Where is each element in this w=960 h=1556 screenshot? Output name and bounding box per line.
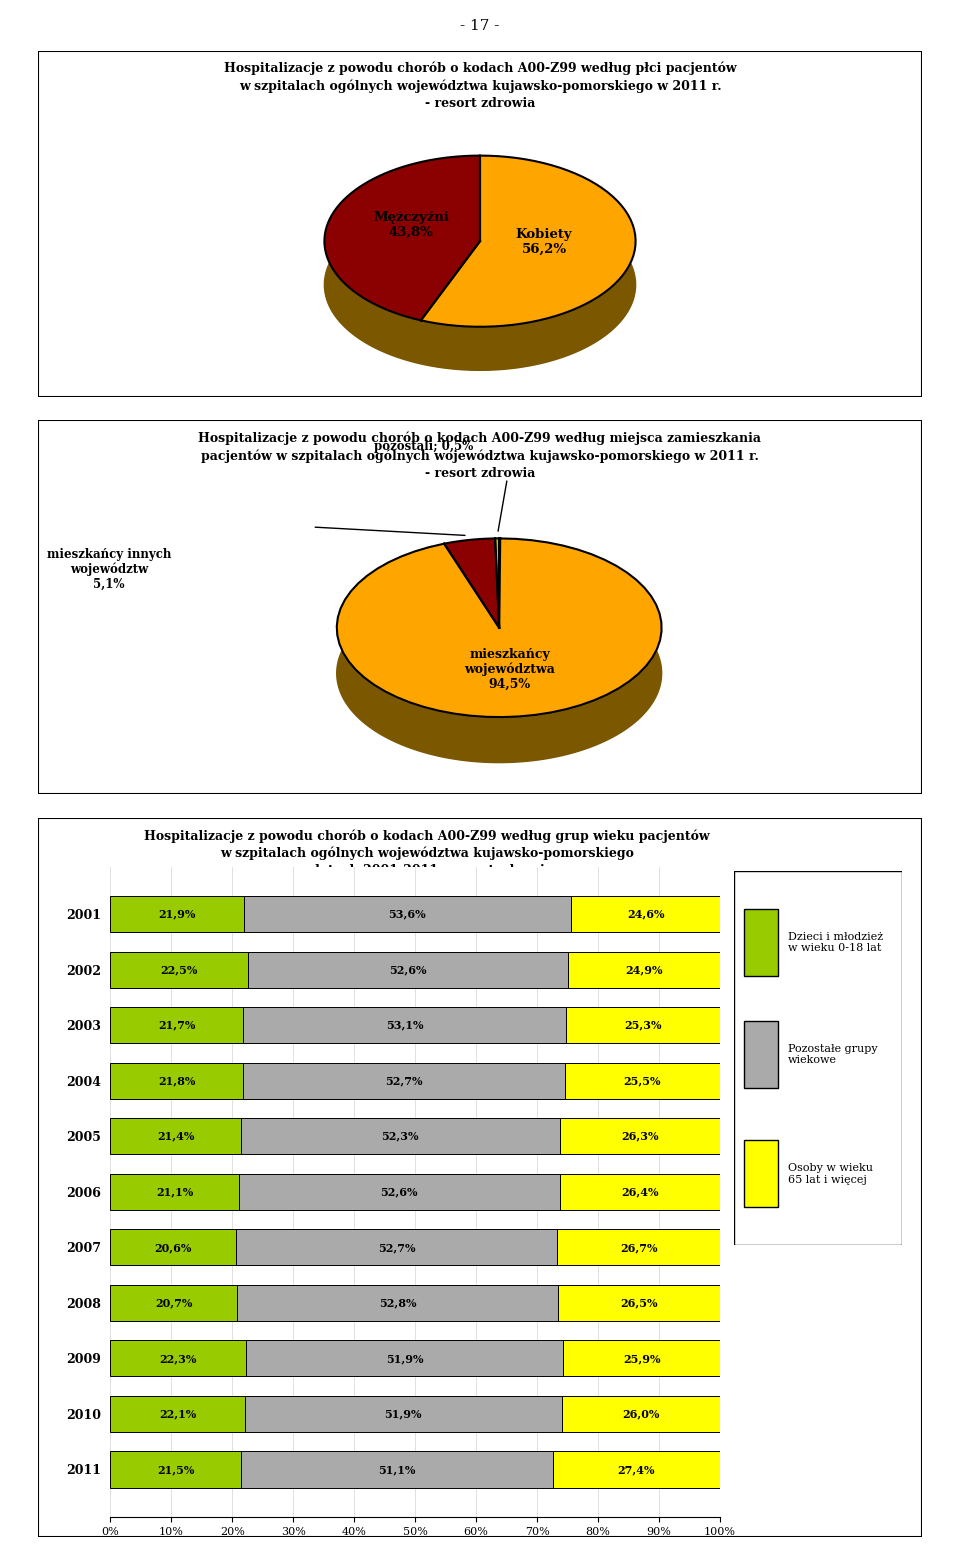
Bar bbox=[110, 1173, 239, 1211]
Bar bbox=[553, 1452, 720, 1488]
Text: Hospitalizacje z powodu chorób o kodach A00-Z99 według miejsca zamieszkania
pacj: Hospitalizacje z powodu chorób o kodach … bbox=[199, 431, 761, 479]
Text: 51,1%: 51,1% bbox=[378, 1464, 416, 1475]
Bar bbox=[110, 1452, 242, 1488]
Bar bbox=[560, 1173, 721, 1211]
Bar bbox=[566, 1007, 721, 1044]
Text: Dzieci i młodzież
w wieku 0-18 lat: Dzieci i młodzież w wieku 0-18 lat bbox=[788, 932, 883, 954]
Bar bbox=[557, 1229, 720, 1265]
Text: 53,6%: 53,6% bbox=[389, 909, 426, 920]
Bar bbox=[745, 909, 778, 976]
Bar bbox=[110, 1063, 243, 1099]
Text: 51,9%: 51,9% bbox=[386, 1354, 423, 1365]
Text: 52,6%: 52,6% bbox=[380, 1186, 419, 1198]
Bar bbox=[239, 1173, 560, 1211]
Polygon shape bbox=[337, 538, 661, 762]
Text: Osoby w wieku
65 lat i więcej: Osoby w wieku 65 lat i więcej bbox=[788, 1162, 874, 1184]
Text: 52,8%: 52,8% bbox=[379, 1298, 417, 1309]
Text: 21,9%: 21,9% bbox=[158, 909, 196, 920]
Polygon shape bbox=[444, 538, 499, 627]
Polygon shape bbox=[324, 156, 480, 321]
Bar bbox=[236, 1229, 557, 1265]
Text: 25,5%: 25,5% bbox=[624, 1075, 661, 1086]
Bar bbox=[247, 1340, 563, 1377]
Bar bbox=[110, 1229, 236, 1265]
Bar bbox=[570, 896, 721, 932]
Bar bbox=[559, 1285, 720, 1321]
Text: 21,1%: 21,1% bbox=[156, 1186, 193, 1198]
Text: 52,3%: 52,3% bbox=[381, 1131, 419, 1142]
Text: mieszkańcy innych
województw
5,1%: mieszkańcy innych województw 5,1% bbox=[47, 548, 171, 591]
Text: 22,1%: 22,1% bbox=[159, 1408, 197, 1419]
Polygon shape bbox=[495, 538, 500, 584]
Text: Mężczyźni
43,8%: Mężczyźni 43,8% bbox=[373, 212, 449, 240]
Text: 26,5%: 26,5% bbox=[620, 1298, 658, 1309]
Polygon shape bbox=[444, 538, 495, 590]
Text: mieszkańcy
województwa
94,5%: mieszkańcy województwa 94,5% bbox=[465, 647, 555, 691]
Text: 24,9%: 24,9% bbox=[625, 965, 662, 976]
Bar bbox=[562, 1396, 720, 1432]
Text: 20,6%: 20,6% bbox=[155, 1242, 192, 1253]
Bar bbox=[243, 1063, 564, 1099]
Bar bbox=[564, 1063, 720, 1099]
Text: 21,7%: 21,7% bbox=[157, 1019, 195, 1030]
Bar bbox=[560, 1119, 720, 1155]
Bar bbox=[241, 1119, 560, 1155]
Text: 26,3%: 26,3% bbox=[621, 1131, 659, 1142]
Text: 25,9%: 25,9% bbox=[623, 1354, 660, 1365]
Text: 52,7%: 52,7% bbox=[385, 1075, 422, 1086]
Text: 53,1%: 53,1% bbox=[386, 1019, 423, 1030]
Text: Kobiety
56,2%: Kobiety 56,2% bbox=[516, 227, 572, 255]
Bar bbox=[568, 952, 720, 988]
Polygon shape bbox=[324, 156, 480, 364]
Text: 27,4%: 27,4% bbox=[617, 1464, 656, 1475]
Text: 52,7%: 52,7% bbox=[378, 1242, 416, 1253]
Bar bbox=[563, 1340, 721, 1377]
Bar bbox=[110, 1007, 243, 1044]
Text: 21,4%: 21,4% bbox=[156, 1131, 194, 1142]
Text: 26,7%: 26,7% bbox=[620, 1242, 658, 1253]
Text: 22,3%: 22,3% bbox=[159, 1354, 197, 1365]
Text: pozostali; 0,5%: pozostali; 0,5% bbox=[374, 440, 473, 453]
Text: Hospitalizacje z powodu chorób o kodach A00-Z99 według grup wieku pacjentów
w sz: Hospitalizacje z powodu chorób o kodach … bbox=[144, 829, 709, 878]
Text: 26,0%: 26,0% bbox=[622, 1408, 660, 1419]
Bar bbox=[110, 896, 244, 932]
Polygon shape bbox=[420, 156, 636, 327]
Bar bbox=[110, 1396, 245, 1432]
Polygon shape bbox=[337, 584, 661, 762]
Polygon shape bbox=[420, 156, 636, 370]
Polygon shape bbox=[495, 538, 500, 627]
Text: 20,7%: 20,7% bbox=[155, 1298, 192, 1309]
Text: 21,8%: 21,8% bbox=[158, 1075, 196, 1086]
Text: - 17 -: - 17 - bbox=[460, 19, 500, 33]
Bar bbox=[745, 1141, 778, 1207]
Bar bbox=[236, 1285, 559, 1321]
Bar bbox=[745, 1021, 778, 1088]
Text: Pozostałe grupy
wiekowe: Pozostałe grupy wiekowe bbox=[788, 1044, 877, 1066]
Text: 25,3%: 25,3% bbox=[625, 1019, 662, 1030]
Bar bbox=[242, 1452, 553, 1488]
Bar bbox=[243, 1007, 566, 1044]
Text: 24,6%: 24,6% bbox=[627, 909, 664, 920]
Bar bbox=[248, 952, 568, 988]
Bar bbox=[110, 1285, 236, 1321]
Bar bbox=[110, 952, 248, 988]
Text: 51,9%: 51,9% bbox=[385, 1408, 422, 1419]
Polygon shape bbox=[324, 199, 636, 370]
Text: Hospitalizacje z powodu chorób o kodach A00-Z99 według płci pacjentów
w szpitala: Hospitalizacje z powodu chorób o kodach … bbox=[224, 62, 736, 110]
Bar bbox=[244, 896, 570, 932]
Bar bbox=[245, 1396, 562, 1432]
Text: 21,5%: 21,5% bbox=[157, 1464, 195, 1475]
Text: 52,6%: 52,6% bbox=[389, 965, 426, 976]
Text: 26,4%: 26,4% bbox=[621, 1186, 659, 1198]
Text: 22,5%: 22,5% bbox=[160, 965, 198, 976]
Bar bbox=[110, 1119, 241, 1155]
Polygon shape bbox=[337, 538, 661, 717]
Bar bbox=[110, 1340, 247, 1377]
